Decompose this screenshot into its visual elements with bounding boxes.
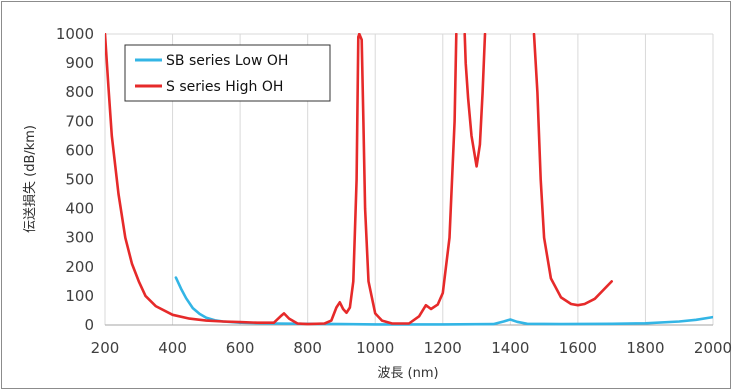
x-axis-label: 波長 (nm) xyxy=(377,366,438,381)
x-tick-label: 400 xyxy=(158,339,187,357)
legend-label-sb: SB series Low OH xyxy=(166,53,288,69)
legend: SB series Low OH S series High OH xyxy=(124,44,331,102)
x-tick-label: 800 xyxy=(293,339,322,357)
y-tick-labels: 0 100 200 300 400 500 600 700 800 900 1000 xyxy=(56,25,94,334)
y-tick-label: 0 xyxy=(84,316,94,334)
x-tick-label: 1800 xyxy=(626,339,664,357)
y-tick-label: 1000 xyxy=(56,25,94,43)
x-tick-label: 1000 xyxy=(356,339,394,357)
x-tick-label: 1400 xyxy=(491,339,529,357)
y-tick-label: 500 xyxy=(65,171,94,189)
y-tick-label: 100 xyxy=(65,287,94,305)
y-tick-label: 900 xyxy=(65,54,94,72)
x-tick-labels: 200 400 600 800 1000 1200 1400 1600 1800 2000 xyxy=(91,339,732,357)
x-tick-label: 1200 xyxy=(424,339,462,357)
y-tick-label: 800 xyxy=(65,83,94,101)
y-axis-label: 伝送損失 (dB/km) xyxy=(23,125,38,233)
legend-label-s: S series High OH xyxy=(166,79,283,95)
x-tick-label: 1600 xyxy=(559,339,597,357)
x-tick-label: 600 xyxy=(226,339,255,357)
y-tick-label: 400 xyxy=(65,200,94,218)
series-line-0 xyxy=(174,276,713,326)
y-tick-label: 700 xyxy=(65,112,94,130)
legend-box xyxy=(124,44,331,102)
series-line-1 xyxy=(105,33,613,326)
y-tick-label: 600 xyxy=(65,141,94,159)
series-lines xyxy=(105,33,713,326)
x-tick-label: 2000 xyxy=(694,339,732,357)
y-tick-label: 200 xyxy=(65,258,94,276)
x-tick-label: 200 xyxy=(91,339,120,357)
y-tick-label: 300 xyxy=(65,229,94,247)
